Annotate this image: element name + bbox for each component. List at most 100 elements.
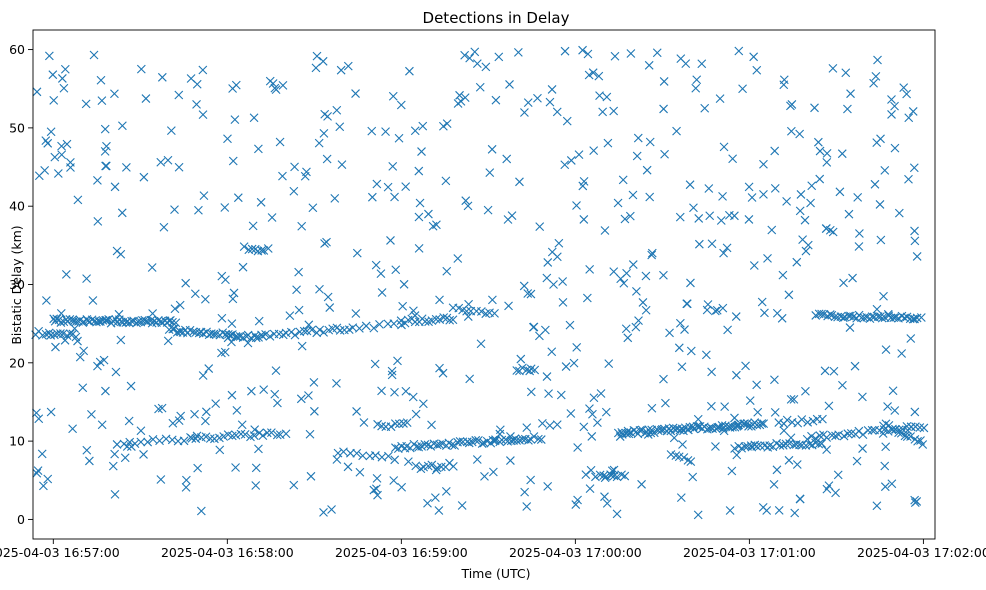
detection-marker: [529, 322, 539, 332]
detection-marker: [730, 413, 739, 423]
detection-marker: [689, 203, 698, 213]
detection-marker: [647, 248, 657, 258]
detection-marker: [589, 146, 599, 156]
detection-marker: [537, 419, 547, 428]
detection-marker: [887, 110, 896, 119]
detection-marker: [792, 460, 802, 469]
detection-marker: [543, 258, 553, 267]
detection-marker: [672, 126, 681, 136]
detection-marker: [96, 75, 106, 85]
detection-marker: [435, 363, 444, 373]
detection-marker: [343, 462, 353, 472]
x-tick-label: 2025-04-03 17:00:00: [509, 545, 642, 560]
detection-marker: [725, 506, 735, 515]
detection-marker: [753, 407, 763, 417]
detection-marker: [143, 437, 153, 447]
detection-marker: [542, 372, 552, 381]
detection-marker: [782, 196, 791, 206]
detection-marker: [746, 441, 756, 451]
detection-marker: [383, 182, 393, 192]
detection-marker: [163, 155, 173, 165]
detection-marker: [476, 339, 486, 349]
detection-marker: [237, 420, 247, 430]
detection-marker: [268, 79, 278, 88]
detection-marker: [685, 180, 695, 190]
detection-marker: [319, 507, 328, 517]
detection-marker: [628, 190, 638, 200]
detection-marker: [774, 505, 784, 515]
detection-marker: [179, 436, 189, 446]
detection-marker: [139, 172, 149, 182]
detection-marker: [62, 139, 72, 149]
x-tick-label: 2025-04-03 17:02:00: [857, 545, 986, 560]
detection-marker: [273, 398, 282, 408]
detection-marker: [872, 501, 882, 511]
detection-marker: [453, 254, 463, 263]
detection-marker: [369, 485, 379, 495]
detection-marker: [715, 94, 725, 104]
detection-marker: [669, 433, 679, 443]
detection-marker: [315, 284, 324, 294]
detection-marker: [520, 108, 529, 117]
detection-marker: [196, 506, 206, 516]
y-tick-label: 60: [9, 42, 25, 57]
x-tick-label: 2025-04-03 16:57:00: [0, 545, 120, 560]
detection-marker: [757, 419, 767, 428]
detection-marker: [646, 428, 656, 438]
detection-marker: [257, 246, 266, 255]
detection-marker: [596, 389, 606, 398]
detection-marker: [560, 46, 570, 56]
detection-marker: [200, 416, 210, 426]
detection-marker: [778, 440, 788, 450]
detection-marker: [428, 221, 438, 231]
detection-marker: [810, 103, 819, 113]
detection-marker: [472, 455, 482, 464]
detection-marker: [122, 442, 132, 451]
detection-marker: [439, 313, 449, 322]
detection-marker: [554, 238, 564, 248]
detection-marker: [352, 407, 361, 416]
detection-marker: [332, 379, 341, 388]
detection-marker: [248, 221, 258, 231]
detection-marker: [495, 429, 505, 439]
detection-marker: [719, 426, 729, 436]
detection-marker: [518, 363, 527, 373]
detection-marker: [583, 49, 593, 59]
detection-marker: [910, 495, 920, 505]
detection-marker: [522, 502, 532, 511]
detection-marker: [602, 92, 612, 102]
detection-marker: [625, 211, 635, 221]
detection-marker: [623, 426, 633, 436]
detection-marker: [831, 488, 840, 498]
detection-marker: [744, 215, 754, 224]
detection-marker: [34, 414, 44, 424]
detection-marker: [56, 329, 65, 338]
detection-marker: [87, 315, 97, 325]
detection-marker: [772, 465, 782, 475]
detection-marker: [233, 193, 243, 203]
detection-marker: [918, 440, 928, 449]
detection-marker: [700, 103, 710, 113]
detection-marker: [675, 318, 685, 328]
detection-marker: [838, 380, 847, 390]
detection-marker: [147, 263, 157, 272]
detection-marker: [418, 121, 428, 131]
detection-marker: [902, 422, 912, 431]
detection-marker: [394, 133, 404, 143]
detection-marker: [461, 196, 471, 206]
detection-marker: [770, 183, 780, 193]
detection-marker: [728, 154, 738, 164]
detection-marker: [475, 82, 485, 92]
detection-marker: [835, 187, 845, 197]
detection-marker: [181, 278, 191, 288]
detection-marker: [456, 96, 466, 106]
detection-marker: [775, 441, 785, 450]
detection-marker: [749, 261, 759, 270]
detection-marker: [136, 437, 146, 447]
detection-marker: [476, 307, 486, 316]
detection-marker: [552, 107, 562, 117]
detection-marker: [529, 432, 539, 441]
detection-marker: [877, 313, 887, 323]
detection-marker: [744, 182, 754, 192]
